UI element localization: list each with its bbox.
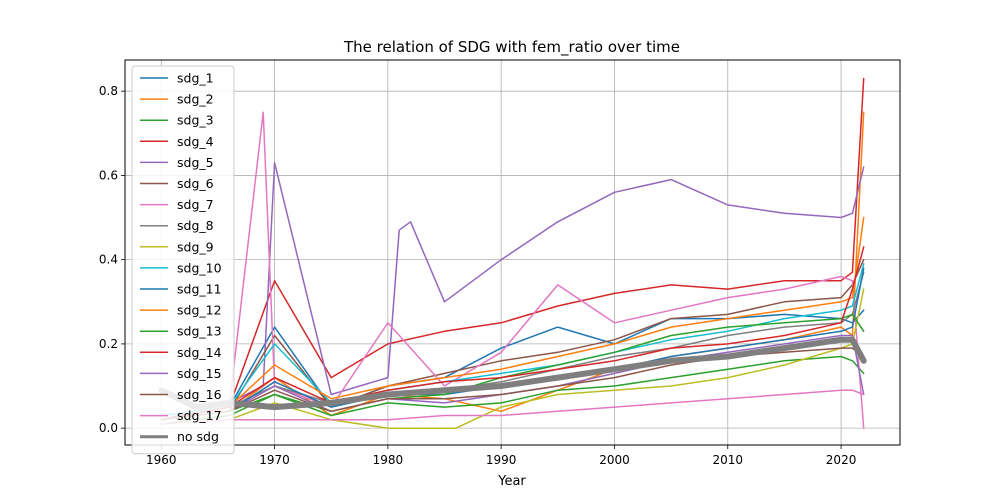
chart-title: The relation of SDG with fem_ratio over … <box>343 38 680 57</box>
y-tick-label: 0.0 <box>99 421 118 435</box>
legend-label: sdg_1 <box>177 71 214 86</box>
series-line-sdg_6 <box>160 258 865 421</box>
legend-label: sdg_13 <box>177 324 222 339</box>
x-tick-label: 2010 <box>713 453 744 467</box>
legend-label: sdg_2 <box>177 92 214 107</box>
x-tick-label: 1960 <box>146 453 177 467</box>
series-line-sdg_7 <box>160 111 865 429</box>
legend-label: sdg_11 <box>177 282 222 297</box>
legend-label: sdg_8 <box>177 218 214 233</box>
series-line-sdg_1 <box>160 309 865 417</box>
x-tick-label: 1980 <box>373 453 404 467</box>
legend-label: sdg_7 <box>177 197 214 212</box>
y-tick-label: 0.4 <box>99 253 118 267</box>
series-lines <box>158 77 867 429</box>
series-line-no-sdg <box>158 336 867 411</box>
series-line-sdg_12 <box>160 216 865 421</box>
legend-label: sdg_9 <box>177 239 214 254</box>
legend-label: sdg_4 <box>177 134 214 149</box>
legend-label: sdg_12 <box>177 303 222 318</box>
plot-frame <box>124 59 901 446</box>
y-tick-label: 0.2 <box>99 337 118 351</box>
x-tick-label: 2020 <box>826 453 857 467</box>
series-line-sdg_5 <box>160 162 865 421</box>
legend-label: sdg_17 <box>177 408 222 423</box>
series-line-sdg_13 <box>160 313 865 421</box>
legend-label: sdg_15 <box>177 366 222 381</box>
legend-label: sdg_6 <box>177 176 214 191</box>
legend: sdg_1 sdg_2 sdg_3 sdg_4 sdg_5 sdg_6 sdg_7 sdg_8… <box>131 65 235 455</box>
series-line-sdg_14 <box>160 246 865 421</box>
series-line-sdg_9 <box>160 288 865 429</box>
x-tick-label: 2000 <box>599 453 630 467</box>
legend-label: sdg_10 <box>177 260 222 275</box>
x-tick-label: 1970 <box>259 453 290 467</box>
axis-ticks: 1960 1970 1980 1990 2000 2010 2020 0.0 0.2 0.4 0.6… <box>99 84 856 467</box>
series-line-sdg_16 <box>160 347 865 421</box>
legend-label: sdg_14 <box>177 345 222 360</box>
series-line-sdg_17 <box>160 389 865 425</box>
y-tick-label: 0.6 <box>99 168 118 182</box>
legend-label: no sdg <box>177 429 219 444</box>
series-line-sdg_2 <box>160 111 865 421</box>
series-line-sdg_4 <box>160 77 865 421</box>
legend-label: sdg_3 <box>177 113 214 128</box>
x-tick-label: 1990 <box>486 453 517 467</box>
y-tick-label: 0.8 <box>99 84 118 98</box>
legend-label: sdg_5 <box>177 155 214 170</box>
x-axis-label: Year <box>497 474 526 489</box>
series-line-sdg_3 <box>160 355 865 425</box>
legend-label: sdg_16 <box>177 387 222 402</box>
